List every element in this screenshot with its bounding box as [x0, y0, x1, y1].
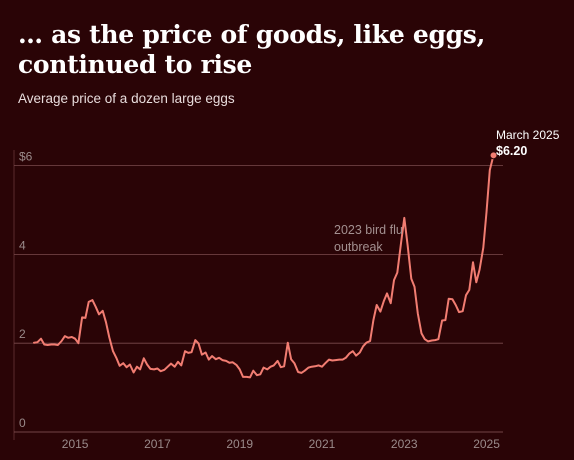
annotation-bird-flu-line1: 2023 bird flu [334, 223, 403, 237]
chart-subtitle: Average price of a dozen large eggs [18, 91, 235, 106]
annotation-layer: 2023 bird flu outbreak March 2025 $6.20 [334, 128, 560, 254]
y-axis-ticks: 0 2 4 $6 [19, 150, 33, 430]
x-tick-label: 2021 [309, 437, 336, 451]
x-tick-label: 2017 [144, 437, 171, 451]
chart-title: … as the price of goods, like eggs, cont… [18, 20, 485, 79]
y-tick-label: 2 [19, 327, 26, 341]
annotation-bird-flu-line2: outbreak [334, 240, 383, 254]
end-date-label: March 2025 [496, 128, 560, 142]
x-tick-label: 2019 [226, 437, 253, 451]
y-tick-label: $6 [19, 150, 33, 164]
end-value-label: $6.20 [496, 144, 527, 158]
x-tick-label: 2025 [473, 437, 500, 451]
series-end-point [489, 151, 498, 160]
x-tick-label: 2023 [391, 437, 418, 451]
series-line [33, 154, 495, 379]
series-layer [33, 151, 498, 379]
y-tick-label: 4 [19, 238, 26, 252]
x-axis-ticks: 2015 2017 2019 2021 2023 2025 [62, 437, 500, 451]
grid-layer [13, 150, 503, 440]
x-tick-label: 2015 [62, 437, 89, 451]
y-tick-label: 0 [19, 416, 26, 430]
